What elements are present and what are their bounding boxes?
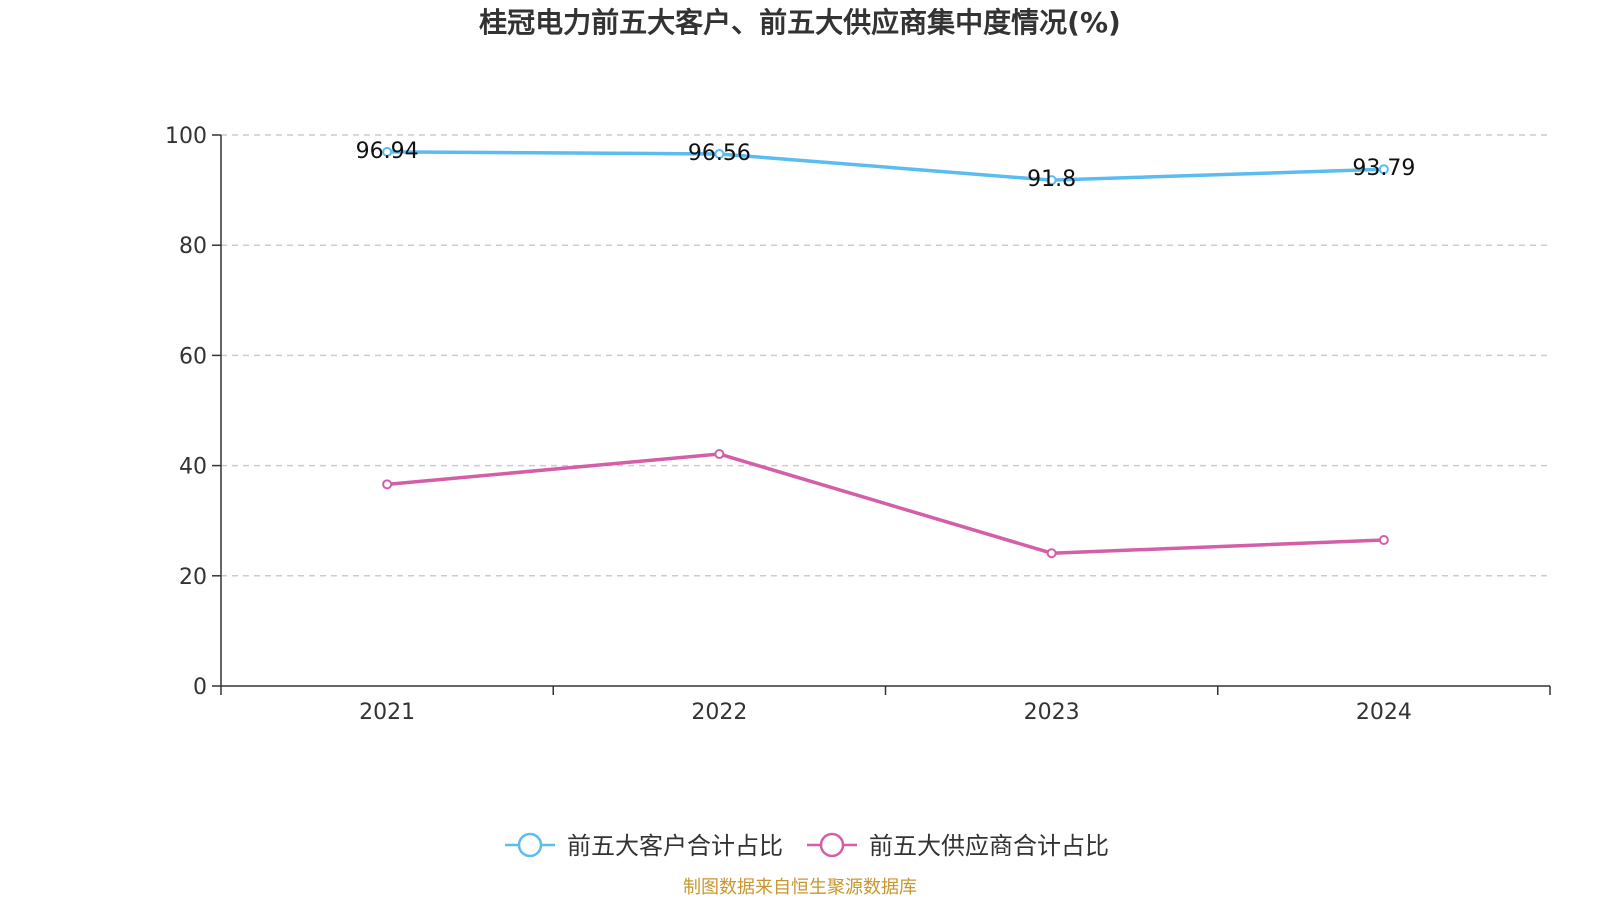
y-tick-label: 0 [193,675,207,700]
legend-marker [819,832,845,858]
data-label: 91.8 [1027,167,1076,192]
x-tick-label: 2022 [691,700,747,725]
data-point [1378,164,1389,175]
series-lines [382,146,1389,559]
series-2 [382,449,1389,559]
axes: 0 20 40 60 80 100 2021 2022 2023 2024 [165,124,1551,725]
data-point [382,479,393,490]
legend-label: 前五大供应商合计占比 [869,832,1109,860]
data-point [714,148,725,159]
data-label: 96.94 [356,139,419,164]
data-label: 93.79 [1352,156,1415,181]
grid-lines [221,134,1550,577]
data-point [1046,548,1057,559]
legend-label: 前五大客户合计占比 [567,832,783,860]
data-point [382,146,393,157]
data-labels: 96.94 96.56 91.8 93.79 [356,139,1416,192]
data-label: 96.56 [688,141,751,166]
y-tick-label: 80 [179,234,207,259]
y-tick-label: 60 [179,344,207,369]
legend-item-1[interactable]: 前五大客户合计占比 [505,832,783,860]
x-tick-label: 2024 [1356,700,1412,725]
y-tick-label: 20 [179,565,207,590]
series-line [386,452,1384,555]
chart-title: 桂冠电力前五大客户、前五大供应商集中度情况(%) [479,6,1121,39]
x-tick-label: 2021 [359,700,415,725]
x-tick-label: 2023 [1024,700,1080,725]
legend-marker [517,832,543,858]
legend[interactable]: 前五大客户合计占比 前五大供应商合计占比 [505,832,1109,860]
data-point [714,449,725,460]
data-point [1046,175,1057,186]
legend-item-2[interactable]: 前五大供应商合计占比 [807,832,1109,860]
data-point [1378,534,1389,545]
series-line [387,150,1384,182]
y-tick-label: 40 [179,455,207,480]
source-note: 制图数据来自恒生聚源数据库 [683,877,917,898]
series-1 [382,146,1389,186]
y-tick-label: 100 [165,124,207,149]
